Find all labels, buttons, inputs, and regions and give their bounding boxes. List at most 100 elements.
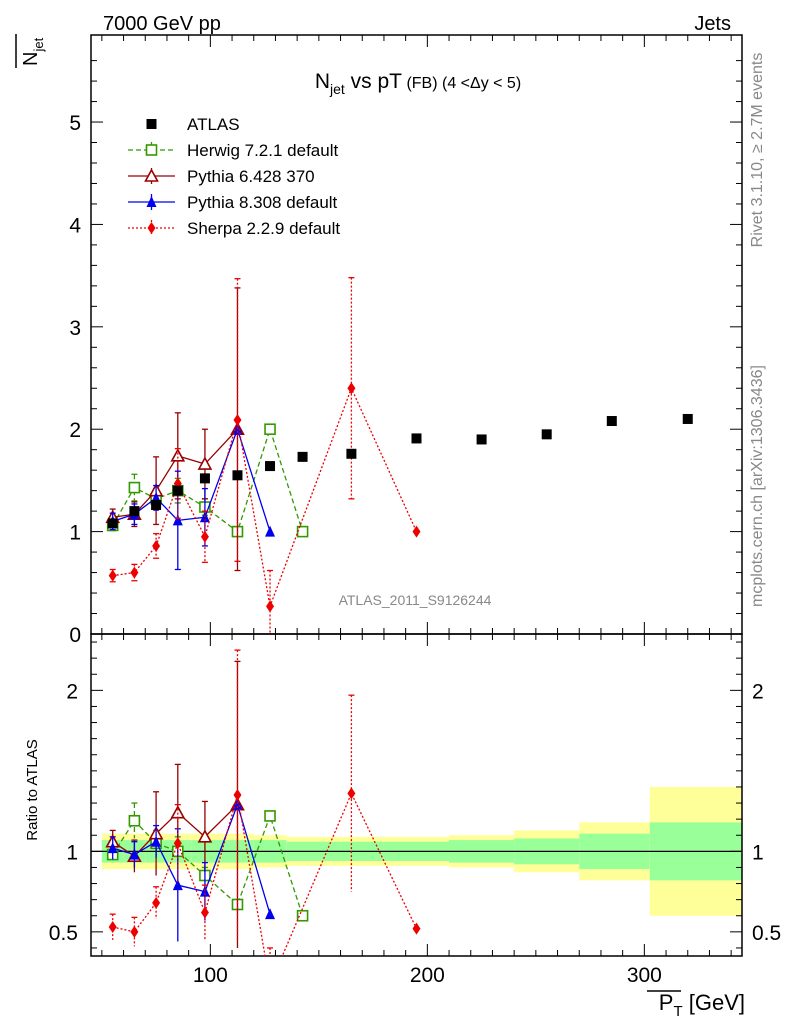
legend-label: Sherpa 2.2.9 default: [187, 219, 340, 238]
y-tick-label: 1: [69, 522, 81, 545]
header-left: 7000 GeV pp: [103, 13, 221, 35]
ratio-point: [265, 908, 276, 920]
data-point: [412, 525, 421, 538]
atlas-point: [606, 416, 617, 427]
legend-marker: [145, 144, 158, 156]
data-point: [266, 600, 275, 613]
header-right: Jets: [694, 13, 731, 35]
ratio-point: [200, 906, 209, 919]
ratio-tick-label-right: 2: [752, 680, 764, 703]
data-point: [108, 569, 117, 582]
plot-layer: 0 1 2 3 4 5 0.5 0.5 1 1 2 2 100 200 300 ATLAS Herwig 7.2…: [49, 34, 781, 991]
legend-label: Herwig 7.2.1 default: [187, 141, 338, 160]
x-tick-label: 200: [410, 964, 445, 987]
ratio-point: [129, 848, 140, 860]
data-point: [347, 382, 356, 395]
rivet-note: Rivet 3.1.10, ≥ 2.7M events: [749, 53, 766, 248]
ratio-point: [296, 909, 309, 922]
ratio-point: [170, 805, 186, 819]
data-point: [197, 456, 213, 470]
axis-ticks: [91, 35, 742, 956]
legend: ATLAS Herwig 7.2.1 default Pythia 6.428 37…: [128, 115, 340, 238]
svg-text:Njet: Njet: [20, 37, 46, 66]
atlas-point: [199, 473, 210, 484]
data-point: [233, 413, 242, 426]
atlas-point: [682, 413, 693, 424]
legend-entry: Sherpa 2.2.9 default: [128, 219, 340, 238]
legend-entry: Pythia 8.308 default: [128, 193, 338, 212]
legend-marker: [146, 196, 157, 207]
legend-label: Pythia 6.428 370: [187, 167, 315, 186]
ratio-point: [266, 979, 274, 991]
atlas-point: [265, 461, 276, 472]
ratio-tick-label: 2: [66, 680, 78, 703]
data-point: [296, 525, 309, 538]
y-tick-label: 4: [69, 214, 81, 237]
series-line: [112, 427, 304, 533]
y-tick-label: 0: [69, 624, 81, 647]
ratio-series-line: [112, 813, 304, 916]
legend-marker: [146, 119, 157, 129]
y-axis-label: Njet: [15, 34, 46, 68]
ratio-point: [347, 787, 356, 800]
atlas-point: [541, 429, 552, 440]
data-point: [200, 530, 209, 543]
ratio-tick-label: 1: [66, 841, 78, 864]
ratio-point: [197, 829, 213, 843]
ratio-tick-label: 0.5: [49, 922, 78, 945]
data-point: [130, 566, 139, 579]
ratio-tick-label-right: 1: [752, 841, 764, 864]
legend-entry: ATLAS: [146, 115, 240, 134]
atlas-point: [129, 506, 140, 517]
ratio-point: [264, 810, 276, 822]
atlas-point: [107, 518, 118, 529]
plot-title: Njet vs pT (FB) (4 <Δy < 5): [315, 70, 521, 97]
ratio-point: [173, 837, 182, 850]
atlas-point: [232, 470, 243, 481]
y-tick-label: 5: [69, 112, 81, 135]
mcplots-note: mcplots.cern.ch [arXiv:1306.3436]: [749, 365, 766, 607]
ratio-point: [107, 842, 118, 854]
y-tick-label: 2: [69, 419, 81, 442]
ratio-frame: [90, 633, 743, 957]
y-tick-label: 3: [69, 317, 81, 340]
data-point: [152, 539, 161, 552]
analysis-watermark: ATLAS_2011_S9126244: [339, 592, 492, 608]
legend-label: ATLAS: [187, 115, 240, 134]
atlas-point: [297, 451, 308, 462]
data-point: [172, 514, 183, 526]
atlas-point: [151, 499, 162, 510]
x-tick-label: 300: [627, 964, 662, 987]
atlas-point: [476, 434, 487, 445]
ratio-point: [130, 925, 139, 938]
data-point: [170, 448, 186, 462]
data-point: [232, 423, 243, 435]
legend-marker: [144, 168, 159, 182]
ratio-point: [108, 921, 117, 934]
ratio-point: [232, 798, 243, 810]
series-line: [112, 386, 418, 609]
ratio-axis-label: Ratio to ATLAS: [24, 739, 41, 840]
x-axis-label: PT [GeV]: [659, 990, 745, 1020]
data-point: [265, 525, 276, 537]
ratio-point: [151, 835, 162, 847]
ratio-point: [152, 896, 161, 909]
data-point: [128, 481, 141, 494]
legend-marker: [147, 222, 156, 234]
legend-entry: Herwig 7.2.1 default: [128, 141, 338, 160]
main-series-layer: [105, 277, 693, 634]
atlas-point: [172, 485, 183, 496]
x-tick-label: 100: [193, 964, 228, 987]
ratio-tick-label-right: 0.5: [752, 922, 781, 945]
legend-label: Pythia 8.308 default: [187, 193, 338, 212]
data-point: [264, 423, 276, 436]
atlas-point: [346, 448, 357, 459]
legend-entry: Pythia 6.428 370: [128, 167, 315, 186]
ratio-point: [128, 814, 141, 827]
ratio-point: [172, 879, 183, 891]
ratio-series-layer: [105, 649, 421, 991]
ratio-point: [233, 789, 242, 801]
atlas-point: [411, 433, 422, 444]
ratio-point: [412, 922, 421, 935]
